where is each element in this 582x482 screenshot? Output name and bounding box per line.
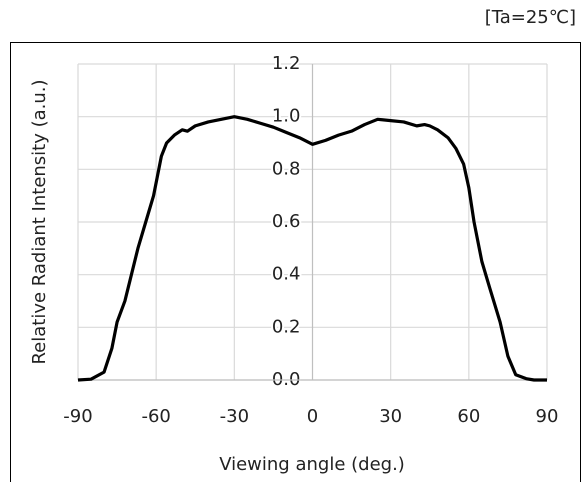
x-tick-label: 60: [457, 406, 480, 427]
y-tick-label: 0.8: [272, 158, 301, 179]
x-tick-label: 30: [379, 406, 402, 427]
x-tick-label: -30: [220, 406, 249, 427]
y-tick-label: 0.4: [272, 264, 301, 285]
x-tick-label: -90: [63, 406, 92, 427]
chart-frame: [10, 42, 581, 482]
annotation: [Ta=25℃]: [485, 7, 576, 28]
x-tick-label: -60: [141, 406, 170, 427]
data-line: [77, 115, 547, 382]
x-axis-title: Viewing angle (deg.): [219, 454, 405, 475]
y-tick-label: 1.0: [272, 106, 301, 127]
y-tick-label: 0.2: [272, 316, 301, 337]
x-tick-label: 90: [536, 406, 559, 427]
x-tick-label: 0: [307, 406, 318, 427]
y-tick-label: 1.2: [272, 53, 301, 74]
y-axis-title: Relative Radiant Intensity (a.u.): [29, 79, 50, 364]
y-tick-label: 0.6: [272, 211, 301, 232]
